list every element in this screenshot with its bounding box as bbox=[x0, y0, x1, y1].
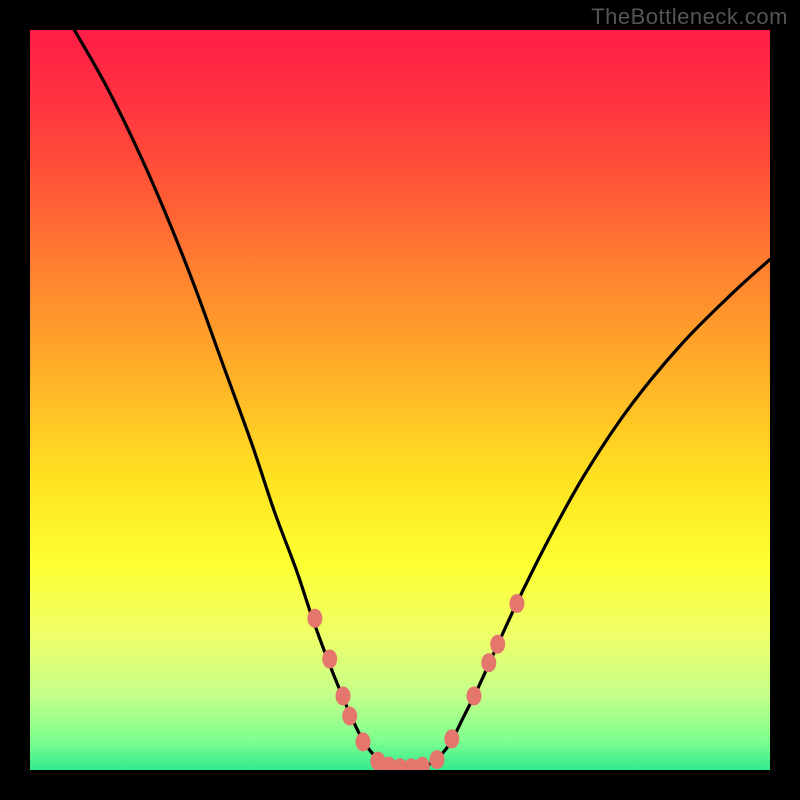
curve-line bbox=[74, 30, 770, 769]
marker-group bbox=[307, 594, 524, 770]
watermark-text: TheBottleneck.com bbox=[591, 4, 788, 30]
marker-point bbox=[430, 750, 445, 769]
bottleneck-curve bbox=[30, 30, 770, 770]
marker-point bbox=[481, 653, 496, 672]
marker-point bbox=[490, 635, 505, 654]
chart-frame: TheBottleneck.com bbox=[0, 0, 800, 800]
plot-area bbox=[30, 30, 770, 770]
marker-point bbox=[356, 732, 371, 751]
marker-point bbox=[307, 609, 322, 628]
marker-point bbox=[467, 687, 482, 706]
marker-point bbox=[322, 650, 337, 669]
marker-point bbox=[415, 757, 430, 770]
marker-point bbox=[342, 706, 357, 725]
marker-point bbox=[509, 594, 524, 613]
marker-point bbox=[444, 729, 459, 748]
marker-point bbox=[336, 687, 351, 706]
